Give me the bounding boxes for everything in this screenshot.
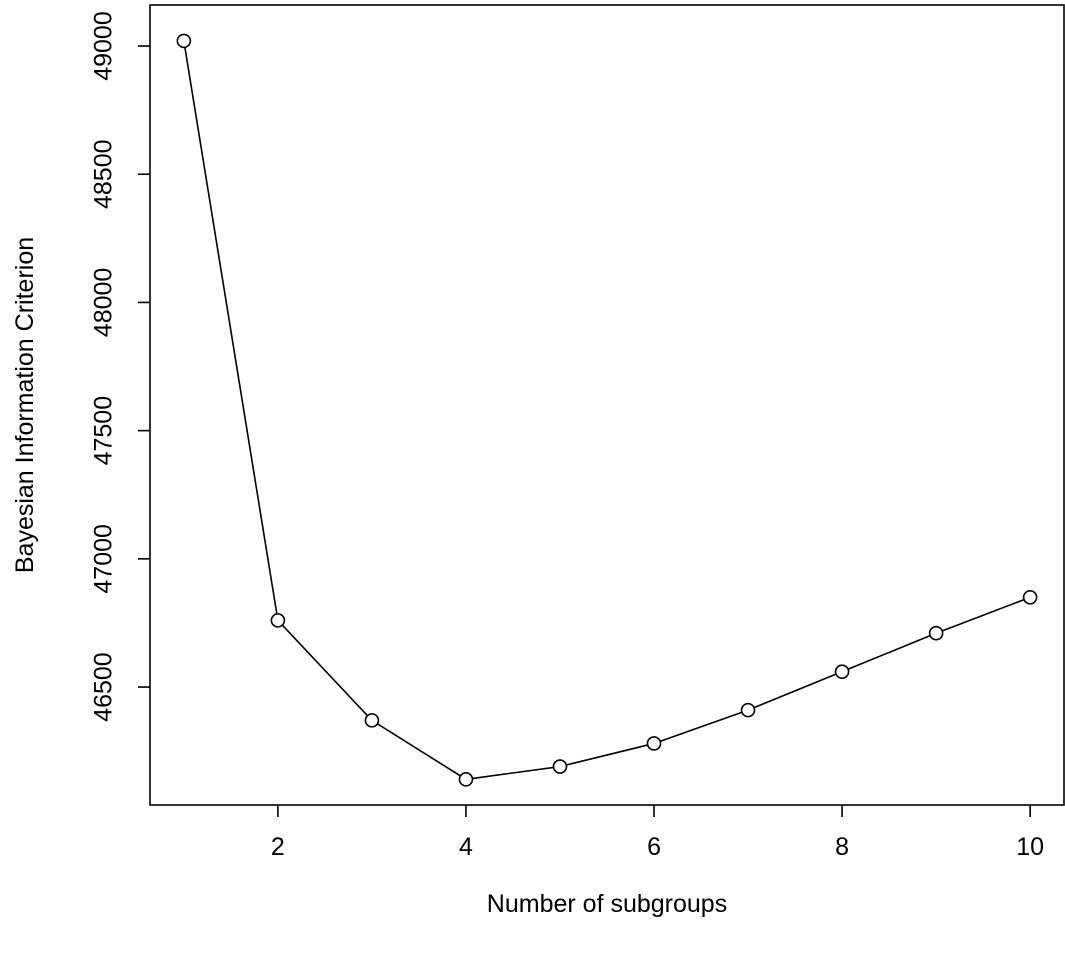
data-point (176, 33, 192, 49)
plot-frame (149, 4, 1065, 806)
y-tick-label: 48000 (90, 268, 118, 338)
y-tick-label: 49000 (90, 11, 118, 81)
data-point (646, 736, 662, 751)
data-point (458, 772, 474, 787)
series-line (183, 40, 1031, 781)
y-axis-title: Bayesian Information Criterion (11, 237, 39, 573)
data-points (176, 33, 1038, 787)
data-point (1022, 590, 1038, 605)
y-axis: 46500 47000 47500 48000 48500 49000 (90, 11, 150, 722)
data-point (552, 759, 568, 774)
data-point (928, 625, 944, 641)
x-axis-title: Number of subgroups (487, 890, 727, 918)
data-point (270, 613, 286, 628)
x-tick-label: 6 (647, 833, 661, 861)
x-axis: 2 4 6 8 10 (271, 805, 1044, 861)
y-tick-label: 48500 (90, 139, 118, 209)
data-point (740, 702, 756, 718)
x-tick-label: 2 (271, 833, 285, 861)
y-tick-label: 46500 (90, 652, 118, 722)
y-tick-label: 47000 (90, 524, 118, 594)
x-tick-label: 8 (835, 833, 849, 861)
data-point (364, 713, 380, 728)
x-tick-label: 10 (1016, 833, 1044, 861)
x-tick-label: 4 (459, 833, 473, 861)
y-tick-label: 47500 (90, 396, 118, 466)
data-point (834, 664, 850, 679)
